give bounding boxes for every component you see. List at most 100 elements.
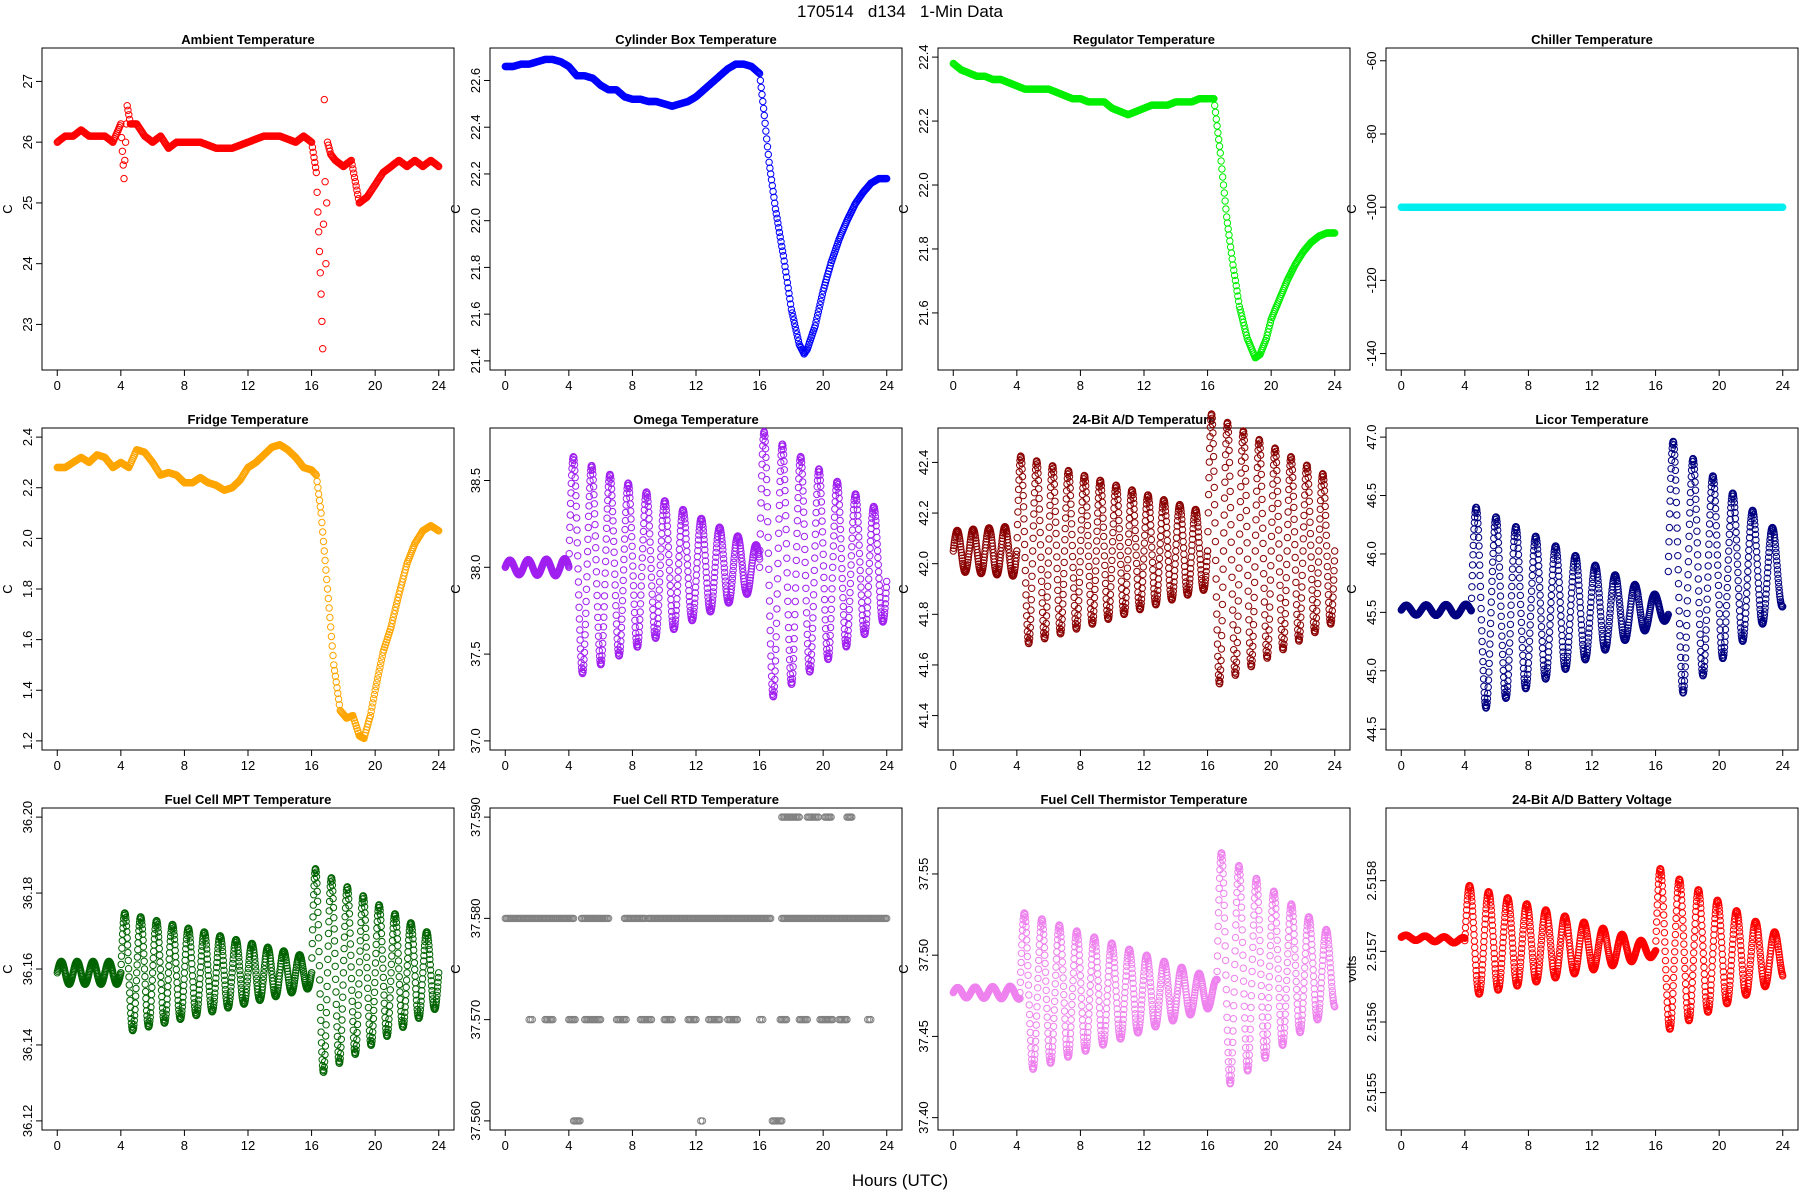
data-point bbox=[311, 163, 320, 172]
data-point bbox=[1037, 553, 1045, 561]
data-point bbox=[1028, 572, 1036, 580]
data-point bbox=[664, 535, 672, 544]
data-point bbox=[320, 95, 328, 104]
data-point bbox=[592, 544, 600, 552]
x-tick-label: 20 bbox=[816, 378, 830, 393]
data-point bbox=[1275, 540, 1283, 548]
x-tick-label: 20 bbox=[1712, 758, 1726, 773]
data-point bbox=[309, 148, 317, 157]
data-point bbox=[765, 565, 773, 573]
data-point bbox=[1292, 601, 1301, 609]
data-point bbox=[1083, 503, 1091, 511]
data-point bbox=[1252, 516, 1260, 524]
data-point bbox=[817, 489, 825, 498]
data-point bbox=[314, 484, 322, 492]
data-point bbox=[847, 570, 855, 578]
data-point bbox=[788, 309, 796, 317]
data-point bbox=[665, 550, 673, 559]
data-point bbox=[638, 563, 646, 571]
data-point bbox=[433, 161, 441, 170]
data-point bbox=[1060, 558, 1068, 567]
data-point bbox=[792, 556, 800, 565]
data-point bbox=[1265, 626, 1273, 634]
data-point bbox=[791, 584, 800, 592]
x-tick-label: 16 bbox=[752, 758, 766, 773]
data-point bbox=[764, 150, 772, 159]
data-point bbox=[1156, 547, 1164, 555]
data-point bbox=[1330, 576, 1338, 584]
data-point bbox=[1328, 600, 1337, 609]
data-point bbox=[630, 591, 638, 599]
data-point bbox=[647, 564, 655, 573]
data-point bbox=[758, 460, 766, 468]
chart-title: Omega Temperature bbox=[633, 412, 758, 427]
data-point bbox=[822, 632, 830, 641]
data-series bbox=[501, 427, 891, 701]
data-point bbox=[802, 347, 810, 356]
data-point bbox=[1123, 572, 1131, 581]
data-point bbox=[1059, 580, 1068, 589]
data-point bbox=[761, 119, 769, 128]
data-point bbox=[1131, 526, 1139, 535]
data-point bbox=[1249, 632, 1257, 640]
data-point bbox=[836, 516, 844, 525]
data-point bbox=[1283, 533, 1292, 542]
data-point bbox=[612, 602, 620, 610]
data-point bbox=[1258, 509, 1267, 518]
data-point bbox=[1243, 522, 1251, 531]
x-tick-label: 24 bbox=[880, 758, 894, 773]
data-point bbox=[793, 517, 802, 525]
data-point bbox=[1321, 511, 1330, 520]
data-point bbox=[575, 603, 583, 611]
data-point bbox=[574, 552, 582, 560]
data-point bbox=[657, 553, 665, 561]
data-point bbox=[780, 257, 788, 265]
data-point bbox=[1107, 583, 1115, 591]
data-point bbox=[782, 273, 791, 281]
data-point bbox=[1233, 287, 1241, 295]
data-point bbox=[1244, 602, 1253, 610]
chart-title: Licor Temperature bbox=[1535, 412, 1648, 427]
data-point bbox=[1114, 509, 1123, 517]
data-point bbox=[772, 619, 781, 627]
data-point bbox=[1155, 554, 1164, 563]
data-point bbox=[117, 120, 125, 128]
data-point bbox=[611, 581, 619, 589]
x-tick-label: 24 bbox=[1328, 378, 1342, 393]
data-point bbox=[1140, 547, 1148, 555]
data-point bbox=[1219, 547, 1228, 555]
data-point bbox=[1221, 451, 1230, 459]
data-point bbox=[1165, 564, 1173, 572]
data-point bbox=[794, 483, 803, 492]
data-point bbox=[1052, 518, 1060, 526]
data-point bbox=[655, 586, 663, 594]
data-point bbox=[312, 168, 320, 177]
data-point bbox=[1291, 553, 1299, 562]
data-point bbox=[856, 575, 865, 583]
plot-frame bbox=[937, 427, 1351, 751]
data-point bbox=[793, 543, 801, 551]
data-point bbox=[1315, 536, 1323, 544]
data-point bbox=[119, 161, 127, 169]
y-tick-label: -80 bbox=[1364, 125, 1379, 144]
data-point bbox=[816, 301, 824, 309]
y-tick-label: 22.2 bbox=[468, 161, 483, 186]
data-point bbox=[349, 165, 357, 173]
data-point bbox=[600, 603, 608, 611]
data-point bbox=[1123, 580, 1131, 588]
data-point bbox=[1171, 560, 1179, 568]
data-point bbox=[575, 615, 584, 623]
data-point bbox=[1062, 495, 1071, 503]
data-point bbox=[593, 580, 601, 588]
data-point bbox=[664, 543, 673, 551]
data-point bbox=[1043, 593, 1051, 601]
x-tick-label: 0 bbox=[502, 758, 509, 773]
x-tick-label: 20 bbox=[1264, 758, 1278, 773]
data-point bbox=[1086, 590, 1094, 599]
data-point bbox=[1275, 554, 1284, 562]
data-point bbox=[1046, 512, 1054, 520]
x-tick-label: 0 bbox=[502, 378, 509, 393]
data-point bbox=[639, 545, 647, 553]
plot-frame bbox=[41, 47, 455, 371]
